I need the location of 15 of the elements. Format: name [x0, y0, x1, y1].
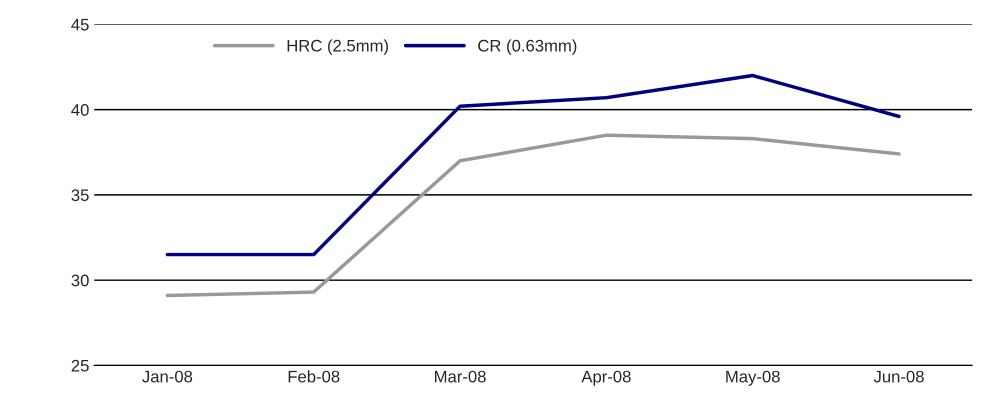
y-tick-label: 35	[71, 189, 89, 202]
x-tick-label: May-08	[726, 370, 780, 386]
y-tick-label: 40	[71, 104, 89, 116]
x-tick-label: Jan-08	[142, 370, 192, 383]
x-tick-label: Apr-08	[581, 370, 631, 386]
line-series	[166, 133, 901, 298]
line-series	[166, 74, 901, 256]
legend-label: CR (0.63mm)	[478, 39, 576, 55]
legend-label: HRC (2.5mm)	[288, 39, 388, 55]
y-tick-label: 25	[72, 360, 89, 372]
x-tick-label: Jun-08	[874, 370, 924, 383]
y-tick-label: 30	[71, 274, 89, 286]
x-tick-label: Mar-08	[435, 370, 486, 383]
y-tick-label: 45	[71, 18, 89, 31]
x-tick-label: Feb-08	[288, 370, 340, 383]
